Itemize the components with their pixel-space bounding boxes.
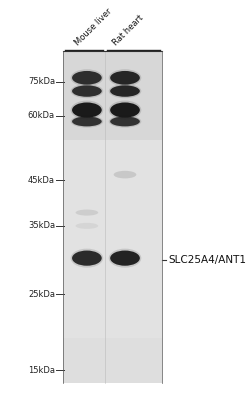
Ellipse shape <box>110 85 140 97</box>
Ellipse shape <box>70 115 103 128</box>
Ellipse shape <box>72 250 102 266</box>
Ellipse shape <box>110 102 140 118</box>
Ellipse shape <box>109 249 141 268</box>
Text: 60kDa: 60kDa <box>28 111 55 120</box>
Bar <box>63 338 162 384</box>
Ellipse shape <box>70 69 103 86</box>
Ellipse shape <box>109 115 141 128</box>
Text: SLC25A4/ANT1: SLC25A4/ANT1 <box>168 255 246 265</box>
Text: 25kDa: 25kDa <box>28 290 55 299</box>
Ellipse shape <box>110 250 140 266</box>
Text: 15kDa: 15kDa <box>28 366 55 375</box>
Bar <box>63 51 162 384</box>
Ellipse shape <box>70 84 103 98</box>
Ellipse shape <box>110 116 140 126</box>
Bar <box>63 51 162 140</box>
Ellipse shape <box>109 100 141 120</box>
Ellipse shape <box>110 71 140 85</box>
Ellipse shape <box>76 210 98 216</box>
Text: 75kDa: 75kDa <box>28 77 55 86</box>
Ellipse shape <box>72 71 102 85</box>
Text: 35kDa: 35kDa <box>28 221 55 230</box>
Ellipse shape <box>109 69 141 86</box>
Ellipse shape <box>72 116 102 126</box>
Ellipse shape <box>109 84 141 98</box>
Ellipse shape <box>72 102 102 118</box>
Ellipse shape <box>70 100 103 120</box>
Text: Rat heart: Rat heart <box>112 13 146 48</box>
Ellipse shape <box>76 223 98 229</box>
Ellipse shape <box>70 249 103 268</box>
Ellipse shape <box>114 171 136 178</box>
Text: 45kDa: 45kDa <box>28 176 55 185</box>
Ellipse shape <box>72 85 102 97</box>
Text: Mouse liver: Mouse liver <box>73 7 114 48</box>
